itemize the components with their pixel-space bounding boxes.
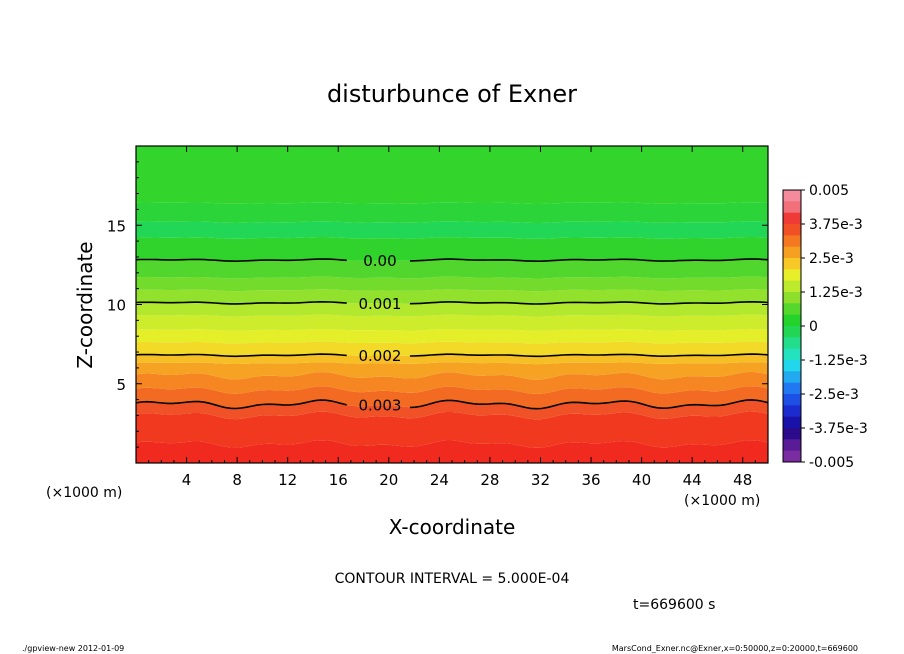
field-band <box>136 289 768 304</box>
colorbar-swatch <box>783 314 801 327</box>
field-band <box>136 362 768 380</box>
x-tick-label: 48 <box>733 471 752 489</box>
colorbar-swatch <box>783 258 801 270</box>
colorbar-label: -0.005 <box>809 455 854 471</box>
colorbar-label: 1.25e-3 <box>809 285 863 301</box>
chart-title: disturbunce of Exner <box>327 80 577 108</box>
y-ticks: 5 10 15 <box>107 161 768 448</box>
contour-label: 0.003 <box>358 396 401 414</box>
time-text: t=669600 s <box>633 597 715 613</box>
contour-line <box>135 399 769 410</box>
colorbar-swatch <box>783 326 801 338</box>
x-tick-label: 16 <box>329 471 348 489</box>
x-tick-label: 20 <box>379 471 398 489</box>
x-axis-label: X-coordinate <box>389 515 516 539</box>
field-band <box>136 354 768 365</box>
colorbar-swatch <box>783 382 801 395</box>
colorbar: 0.005 3.75e-3 2.5e-3 1.25e-3 0 -1.25e-3 -2.5e-… <box>782 183 868 471</box>
field-band <box>136 259 768 279</box>
x-tick-label: 40 <box>632 471 651 489</box>
colorbar-swatch <box>783 190 801 202</box>
x-tick-label: 44 <box>683 471 702 489</box>
colorbar-label: -1.25e-3 <box>809 353 868 369</box>
x-tick-label: 36 <box>581 471 600 489</box>
field-band <box>136 237 768 261</box>
colorbar-label: -2.5e-3 <box>809 387 859 403</box>
field-band <box>136 341 768 357</box>
x-tick-label: 28 <box>480 471 499 489</box>
colorbar-swatch <box>783 224 801 236</box>
colorbar-swatch <box>783 450 801 463</box>
field-band <box>136 202 768 223</box>
colorbar-swatch <box>783 269 801 282</box>
contour-line <box>135 353 769 358</box>
x-ticks: 4 8 12 16 20 24 28 32 36 40 44 48 <box>148 146 756 489</box>
colorbar-swatch <box>783 201 801 214</box>
x-tick-label: 8 <box>232 471 242 489</box>
x-unit-left: (×1000 m) <box>46 485 122 501</box>
colorbar-swatch <box>783 439 801 452</box>
field-band <box>136 302 768 317</box>
colorbar-swatch <box>783 348 801 361</box>
colorbar-swatch <box>783 371 801 384</box>
footer-left: ./gpview-new 2012-01-09 <box>22 644 124 653</box>
x-unit-right: (×1000 m) <box>684 493 760 509</box>
colorbar-label: 0 <box>809 319 818 335</box>
field-band <box>136 221 768 239</box>
colorbar-label: 3.75e-3 <box>809 217 863 233</box>
x-tick-label: 12 <box>278 471 297 489</box>
colorbar-swatch <box>783 360 801 372</box>
colorbar-swatch <box>783 292 801 304</box>
field-band <box>136 411 768 448</box>
field-band <box>136 146 768 204</box>
footer-right: MarsCond_Exner.nc@Exner,x=0:50000,z=0:20… <box>612 644 858 653</box>
contour-lines: 0.00 0.001 0.002 0.003 <box>135 252 769 414</box>
colorbar-swatch <box>783 303 801 316</box>
plot-field <box>136 146 768 463</box>
colorbar-label: -3.75e-3 <box>809 421 868 437</box>
colorbar-swatch <box>783 337 801 350</box>
field-band <box>136 440 768 463</box>
y-tick-label: 15 <box>107 217 126 235</box>
field-band <box>136 314 768 331</box>
colorbar-swatch <box>783 394 801 406</box>
contour-label: 0.00 <box>363 252 396 270</box>
x-tick-label: 24 <box>430 471 449 489</box>
x-tick-label: 4 <box>182 471 192 489</box>
contour-label: 0.001 <box>358 295 401 313</box>
y-tick-label: 10 <box>107 297 126 315</box>
colorbar-label: 0.005 <box>809 183 849 199</box>
y-axis-label: Z-coordinate <box>73 241 97 368</box>
contour-label: 0.002 <box>358 347 401 365</box>
colorbar-swatch <box>783 235 801 248</box>
colorbar-swatch <box>783 246 801 259</box>
field-band <box>136 276 768 292</box>
y-tick-label: 5 <box>116 376 126 394</box>
colorbar-swatch <box>783 416 801 429</box>
contour-line <box>135 300 769 305</box>
field-band <box>136 328 768 344</box>
x-tick-label: 32 <box>531 471 550 489</box>
contour-interval-text: CONTOUR INTERVAL = 5.000E-04 <box>335 571 570 587</box>
contour-line <box>135 258 769 263</box>
colorbar-swatch <box>783 212 801 225</box>
colorbar-swatch <box>783 428 801 440</box>
colorbar-swatch <box>783 405 801 418</box>
field-band <box>136 371 768 394</box>
colorbar-label: 2.5e-3 <box>809 251 854 267</box>
colorbar-swatch <box>783 280 801 293</box>
